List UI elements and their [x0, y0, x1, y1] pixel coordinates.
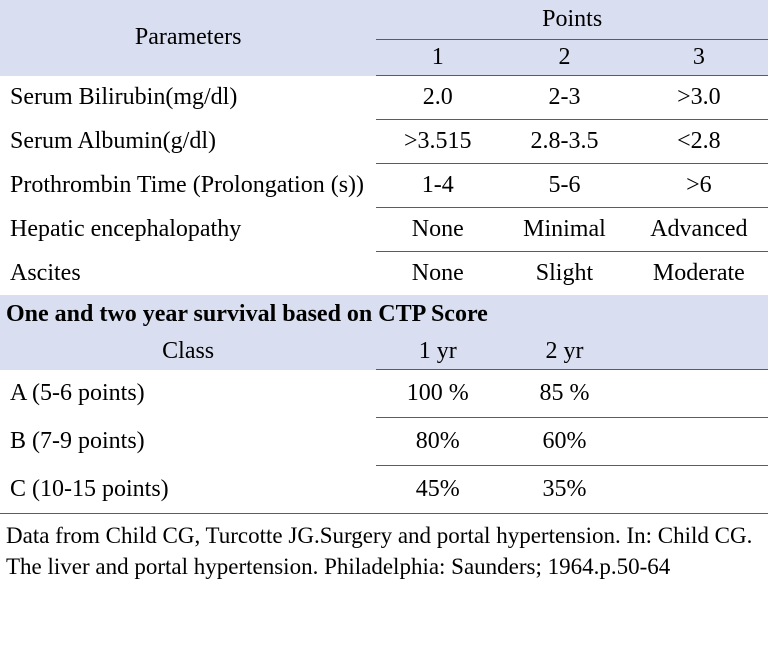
survival-header-row: Class 1 yr 2 yr	[0, 334, 768, 370]
param-val: <2.8	[630, 120, 768, 164]
table-row: Hepatic encephalopathy None Minimal Adva…	[0, 208, 768, 252]
param-name: Hepatic encephalopathy	[0, 208, 376, 252]
param-val: 2.8-3.5	[499, 120, 630, 164]
table-row: Ascites None Slight Moderate	[0, 252, 768, 296]
points-col-2: 2	[499, 40, 630, 76]
class-val: 60%	[499, 418, 630, 466]
param-name: Serum Bilirubin(mg/dl)	[0, 76, 376, 120]
param-val: >3.0	[630, 76, 768, 120]
param-val: Moderate	[630, 252, 768, 296]
class-name: C (10-15 points)	[0, 466, 376, 514]
year-col-2: 2 yr	[499, 334, 630, 370]
survival-title: One and two year survival based on CTP S…	[0, 295, 768, 334]
class-val: 100 %	[376, 370, 499, 418]
footnote-text: Data from Child CG, Turcotte JG.Surgery …	[0, 514, 768, 589]
table-row: Serum Bilirubin(mg/dl) 2.0 2-3 >3.0	[0, 76, 768, 120]
param-val: None	[376, 208, 499, 252]
class-val: 80%	[376, 418, 499, 466]
table-row: Prothrombin Time (Prolongation (s)) 1-4 …	[0, 164, 768, 208]
year-col-empty	[630, 334, 768, 370]
param-name: Serum Albumin(g/dl)	[0, 120, 376, 164]
param-val: 1-4	[376, 164, 499, 208]
param-val: >6	[630, 164, 768, 208]
points-header: Points	[376, 0, 768, 40]
param-name: Prothrombin Time (Prolongation (s))	[0, 164, 376, 208]
parameters-header: Parameters	[0, 0, 376, 76]
param-name: Ascites	[0, 252, 376, 296]
class-header: Class	[0, 334, 376, 370]
points-col-3: 3	[630, 40, 768, 76]
param-val: Minimal	[499, 208, 630, 252]
survival-title-row: One and two year survival based on CTP S…	[0, 295, 768, 334]
footnote-row: Data from Child CG, Turcotte JG.Surgery …	[0, 514, 768, 589]
class-val: 85 %	[499, 370, 630, 418]
class-val: 45%	[376, 466, 499, 514]
param-val: 2-3	[499, 76, 630, 120]
table-row: C (10-15 points) 45% 35%	[0, 466, 768, 514]
table-row: B (7-9 points) 80% 60%	[0, 418, 768, 466]
ctp-score-table: Parameters Points 1 2 3 Serum Bilirubin(…	[0, 0, 768, 588]
header-row-1: Parameters Points	[0, 0, 768, 40]
table-row: A (5-6 points) 100 % 85 %	[0, 370, 768, 418]
param-val: 5-6	[499, 164, 630, 208]
class-empty	[630, 370, 768, 418]
param-val: Slight	[499, 252, 630, 296]
class-name: A (5-6 points)	[0, 370, 376, 418]
class-empty	[630, 466, 768, 514]
points-col-1: 1	[376, 40, 499, 76]
class-name: B (7-9 points)	[0, 418, 376, 466]
table-row: Serum Albumin(g/dl) >3.515 2.8-3.5 <2.8	[0, 120, 768, 164]
param-val: Advanced	[630, 208, 768, 252]
class-empty	[630, 418, 768, 466]
year-col-1: 1 yr	[376, 334, 499, 370]
param-val: None	[376, 252, 499, 296]
param-val: 2.0	[376, 76, 499, 120]
param-val: >3.515	[376, 120, 499, 164]
class-val: 35%	[499, 466, 630, 514]
